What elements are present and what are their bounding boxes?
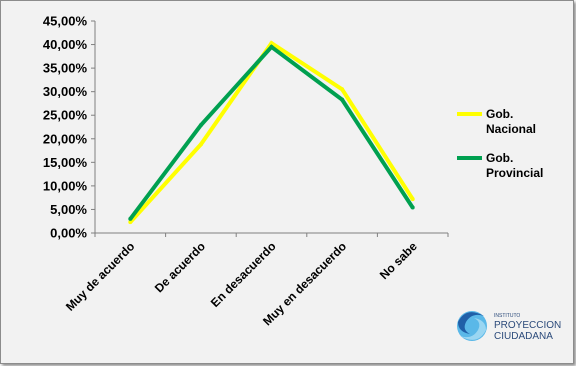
- series-2-point: [269, 44, 274, 49]
- y-tick-label: 10,00%: [43, 178, 88, 193]
- logo: INSTITUTO PROYECCION CIUDADANA: [457, 311, 561, 342]
- series-layer: [128, 40, 415, 225]
- y-tick-label: 40,00%: [43, 37, 88, 52]
- series-2-point: [198, 123, 203, 128]
- logo-line1: PROYECCION: [494, 320, 561, 331]
- y-tick-label: 5,00%: [50, 202, 87, 217]
- x-tick-label: Muy de acuerdo: [63, 239, 138, 314]
- logo-small-text: INSTITUTO: [494, 313, 520, 319]
- y-tick-label: 35,00%: [43, 61, 88, 76]
- series-1-point: [410, 197, 415, 202]
- x-tick-label: No sabe: [377, 239, 420, 282]
- y-tick-label: 0,00%: [50, 226, 87, 241]
- logo-line2: CIUDADANA: [494, 331, 553, 342]
- series-2-point: [410, 205, 415, 210]
- series-1-point: [198, 142, 203, 147]
- x-tick-label: De acuerdo: [152, 239, 208, 295]
- legend-label-2: Provincial: [486, 166, 543, 180]
- series-2-point: [128, 216, 133, 221]
- series-1-point: [269, 41, 274, 46]
- series-1-point: [128, 220, 133, 225]
- series-2-point: [340, 97, 345, 102]
- logo-swirl-icon: [457, 311, 487, 341]
- y-tick-label: 45,00%: [43, 14, 88, 29]
- series-line-1: [128, 40, 415, 224]
- legend-label-2: Gob.: [486, 151, 513, 165]
- legend-label-1: Nacional: [486, 122, 536, 136]
- y-tick-label: 20,00%: [43, 131, 88, 146]
- legend-label-1: Gob.: [486, 107, 513, 121]
- y-tick-label: 15,00%: [43, 155, 88, 170]
- y-tick-label: 25,00%: [43, 108, 88, 123]
- x-tick-label: En desacuerdo: [208, 239, 279, 310]
- y-tick-label: 30,00%: [43, 84, 88, 99]
- series-1-point: [340, 87, 345, 92]
